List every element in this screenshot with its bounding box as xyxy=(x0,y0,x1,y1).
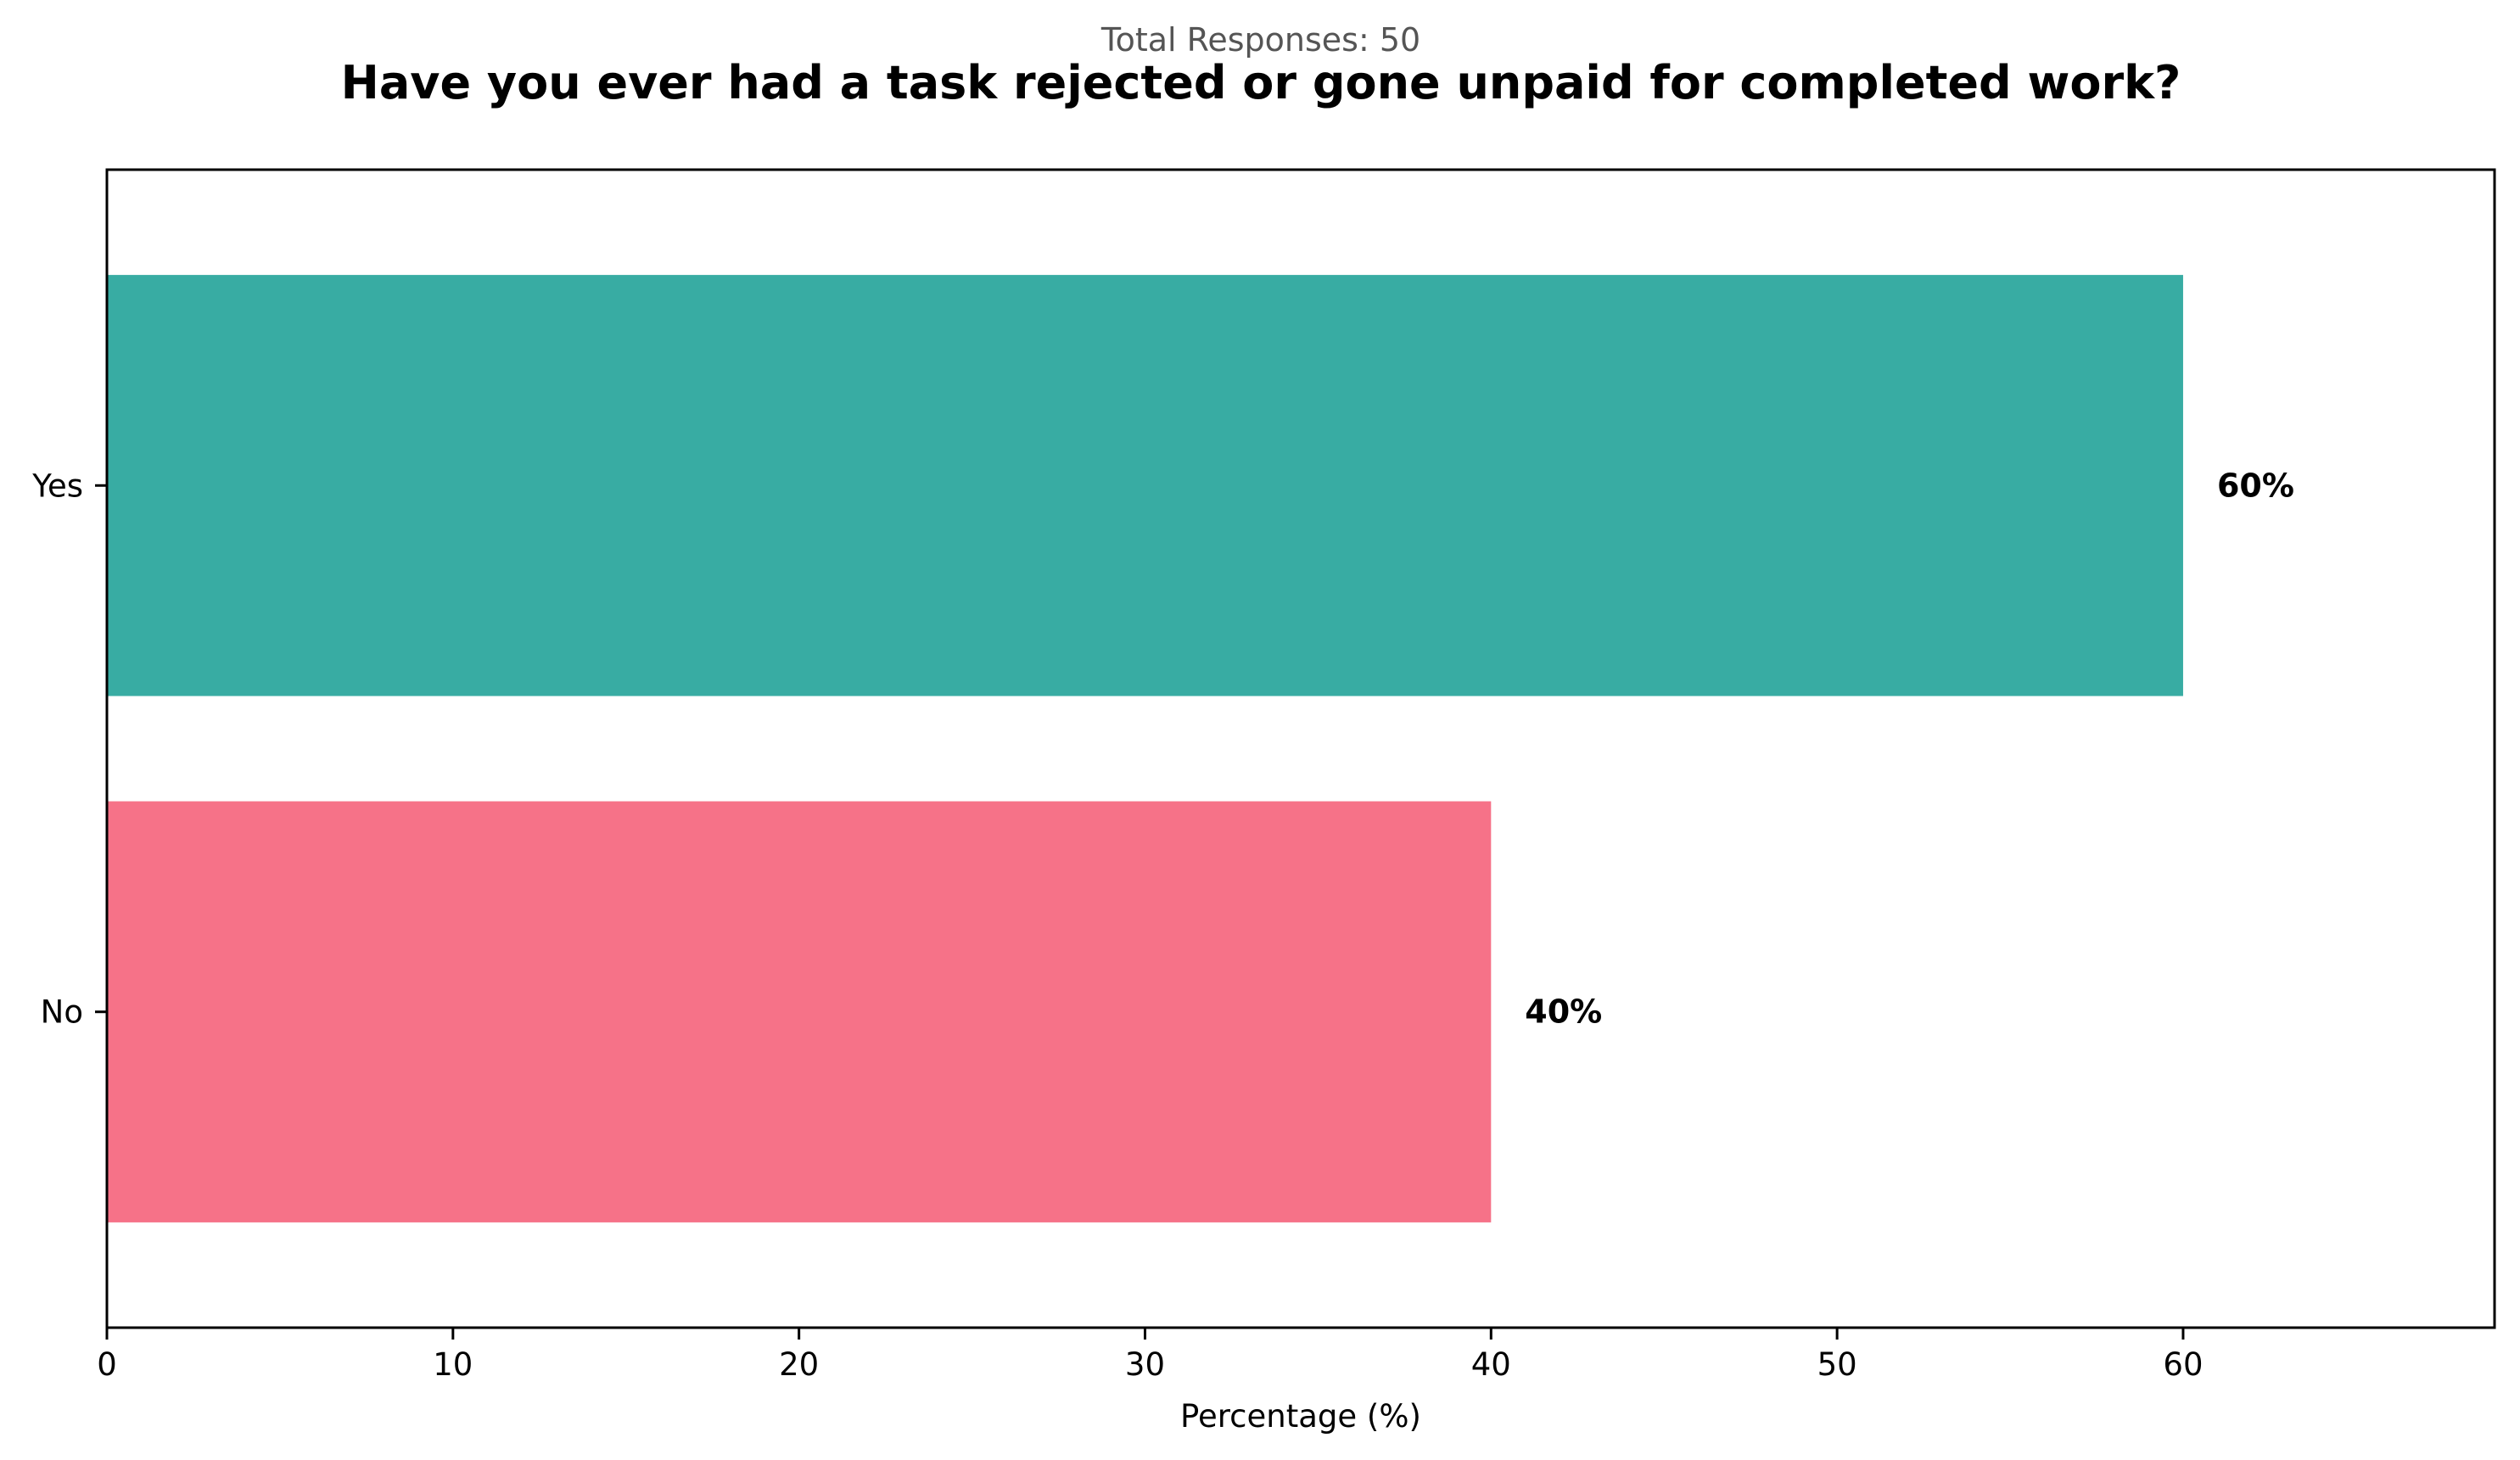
x-axis-label: Percentage (%) xyxy=(1180,1398,1421,1435)
data-label-no: 40% xyxy=(1525,993,1602,1031)
y-axis: Yes No xyxy=(31,467,107,1031)
x-tick-label-40: 40 xyxy=(1471,1346,1511,1383)
chart-subtitle: Total Responses: 50 xyxy=(1100,21,1420,59)
x-tick-label-60: 60 xyxy=(2163,1346,2203,1383)
value-labels-group: 60% 40% xyxy=(1525,467,2294,1030)
x-tick-label-50: 50 xyxy=(1817,1346,1857,1383)
x-axis: 0 10 20 30 40 50 60 xyxy=(97,1328,2204,1383)
y-tick-label-yes: Yes xyxy=(31,467,83,504)
plot-area-frame xyxy=(105,168,2496,1329)
data-label-yes: 60% xyxy=(2217,467,2294,504)
x-tick-label-20: 20 xyxy=(779,1346,819,1383)
y-tick-label-no: No xyxy=(41,994,83,1031)
x-tick-label-10: 10 xyxy=(433,1346,473,1383)
bar-yes xyxy=(107,275,2183,696)
chart-title: Have you ever had a task rejected or gon… xyxy=(341,56,2181,109)
bar-no xyxy=(107,801,1492,1222)
x-tick-label-30: 30 xyxy=(1125,1346,1165,1383)
x-tick-label-0: 0 xyxy=(97,1346,117,1383)
bars-group xyxy=(107,275,2183,1222)
